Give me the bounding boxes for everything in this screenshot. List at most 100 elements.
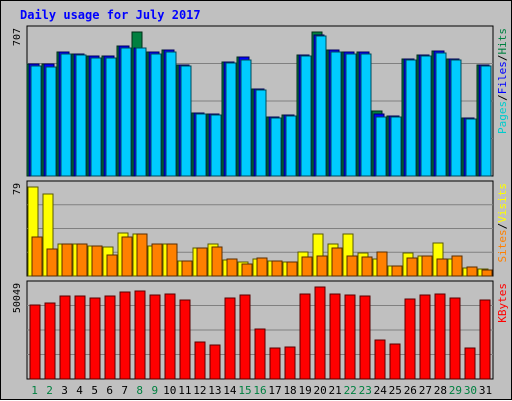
bar-kbytes-day-12 (194, 341, 206, 380)
bar-sites-day-16 (256, 257, 268, 277)
bar-kbytes-day-5 (89, 297, 101, 380)
x-tick-label-day-30: 30 (464, 384, 477, 397)
bar-pages-day-3 (60, 53, 72, 177)
x-tick-label-day-1: 1 (31, 384, 38, 397)
max-label-kbytes: 50049 (12, 283, 23, 313)
bar-sites-day-18 (286, 261, 298, 277)
bar-sites-day-27 (421, 255, 433, 277)
bar-kbytes-day-30 (464, 347, 476, 380)
bar-pages-day-14 (225, 62, 237, 177)
bar-kbytes-day-21 (329, 293, 341, 380)
chart-title: Daily usage for July 2017 (20, 8, 201, 22)
bar-pages-day-19 (300, 55, 312, 177)
bar-sites-day-17 (271, 260, 283, 277)
bar-sites-day-3 (61, 243, 73, 277)
bar-pages-day-28 (435, 52, 447, 177)
bar-sites-day-6 (106, 254, 118, 277)
bar-kbytes-day-6 (104, 295, 116, 380)
bar-kbytes-day-22 (344, 294, 356, 380)
x-tick-label-day-5: 5 (91, 384, 98, 397)
bar-pages-day-2 (45, 66, 57, 177)
x-tick-label-day-20: 20 (314, 384, 327, 397)
x-tick-label-day-28: 28 (434, 384, 447, 397)
bar-sites-day-31 (481, 269, 493, 277)
bar-pages-day-25 (390, 116, 402, 177)
bar-kbytes-day-1 (29, 304, 41, 380)
bar-kbytes-day-19 (299, 293, 311, 380)
bar-kbytes-day-18 (284, 346, 296, 380)
x-tick-label-day-18: 18 (283, 384, 296, 397)
bar-sites-day-29 (451, 255, 463, 277)
bar-sites-day-23 (361, 256, 373, 277)
bar-kbytes-day-25 (389, 343, 401, 380)
x-tick-label-day-13: 13 (208, 384, 221, 397)
x-tick-label-day-6: 6 (106, 384, 113, 397)
bar-pages-day-31 (480, 65, 492, 177)
x-tick-label-day-2: 2 (46, 384, 53, 397)
legend-item: Pages (496, 101, 509, 134)
bar-sites-day-5 (91, 245, 103, 277)
bar-pages-day-16 (255, 89, 267, 177)
bar-kbytes-day-27 (419, 294, 431, 380)
bar-sites-day-7 (121, 236, 133, 277)
x-tick-label-day-21: 21 (329, 384, 342, 397)
bar-pages-day-24 (375, 116, 387, 177)
bar-sites-day-9 (151, 243, 163, 277)
legend-item: Files (496, 61, 509, 94)
x-tick-label-day-8: 8 (136, 384, 143, 397)
legend-item: / (496, 223, 509, 230)
bar-sites-day-14 (226, 258, 238, 277)
bar-sites-day-19 (301, 256, 313, 277)
bar-kbytes-day-31 (479, 299, 491, 380)
bar-pages-day-30 (465, 118, 477, 177)
bar-kbytes-day-8 (134, 290, 146, 380)
bar-sites-day-12 (196, 247, 208, 277)
x-tick-label-day-14: 14 (223, 384, 237, 397)
x-tick-label-day-12: 12 (193, 384, 206, 397)
bar-pages-day-10 (165, 51, 177, 177)
bar-pages-day-1 (30, 65, 42, 177)
bar-sites-day-15 (241, 263, 253, 277)
bar-sites-day-22 (346, 255, 358, 277)
bar-kbytes-day-29 (449, 297, 461, 380)
bar-pages-day-7 (120, 47, 132, 177)
bar-pages-day-17 (270, 117, 282, 177)
x-tick-label-day-7: 7 (121, 384, 128, 397)
bar-kbytes-day-26 (404, 298, 416, 380)
bar-kbytes-day-2 (44, 302, 56, 380)
bar-sites-day-30 (466, 266, 478, 277)
x-tick-label-day-19: 19 (298, 384, 311, 397)
bar-pages-day-9 (150, 53, 162, 177)
x-tick-label-day-10: 10 (163, 384, 176, 397)
x-tick-label-day-31: 31 (479, 384, 492, 397)
bar-kbytes-day-15 (239, 294, 251, 380)
legend-item: KBytes (496, 283, 509, 323)
x-tick-label-day-16: 16 (253, 384, 266, 397)
legend-item: / (496, 94, 509, 101)
x-tick-label-day-3: 3 (61, 384, 68, 397)
bar-kbytes-day-9 (149, 294, 161, 380)
bar-sites-day-26 (406, 257, 418, 277)
bar-pages-day-5 (90, 57, 102, 177)
bar-sites-day-21 (331, 247, 343, 277)
x-tick-label-day-26: 26 (404, 384, 417, 397)
bar-kbytes-day-24 (374, 339, 386, 380)
bar-pages-day-8 (135, 47, 147, 177)
x-tick-label-day-22: 22 (344, 384, 357, 397)
bar-pages-day-27 (420, 55, 432, 177)
bar-kbytes-day-17 (269, 347, 281, 380)
bar-kbytes-day-11 (179, 299, 191, 380)
bar-kbytes-day-13 (209, 344, 221, 380)
bar-pages-day-22 (345, 53, 357, 177)
bar-pages-day-13 (210, 114, 222, 177)
bar-sites-day-11 (181, 260, 193, 277)
max-label-pages-files-hits: 707 (12, 28, 23, 46)
bar-pages-day-15 (240, 59, 252, 177)
x-tick-label-day-29: 29 (449, 384, 462, 397)
bar-sites-day-28 (436, 258, 448, 277)
bar-pages-day-26 (405, 59, 417, 177)
bar-sites-day-13 (211, 246, 223, 277)
x-tick-label-day-25: 25 (389, 384, 402, 397)
legend-item: Sites (496, 229, 509, 262)
